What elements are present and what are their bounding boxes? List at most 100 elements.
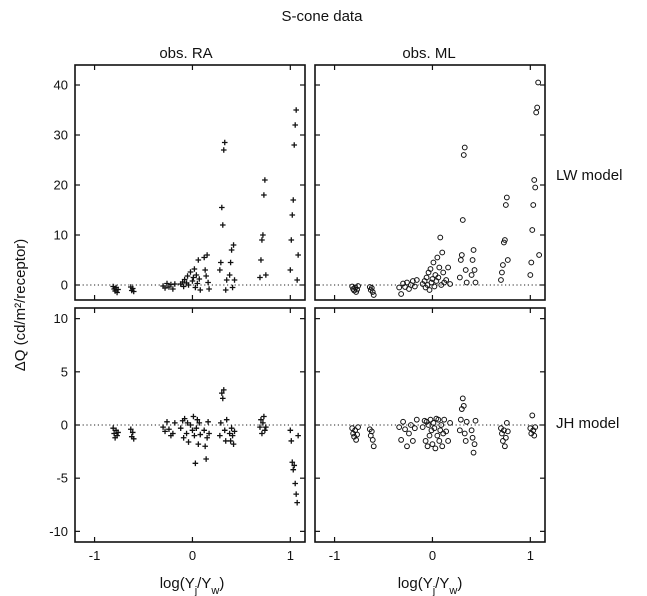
data-point	[287, 427, 294, 434]
data-point	[226, 272, 233, 278]
data-point	[434, 432, 441, 439]
data-point	[354, 286, 360, 293]
data-point	[503, 419, 510, 426]
data-point	[231, 428, 238, 435]
data-point	[411, 283, 418, 290]
data-point	[355, 424, 361, 431]
data-point	[290, 197, 297, 203]
data-point	[504, 257, 511, 263]
data-point	[257, 274, 263, 281]
data-point	[499, 269, 505, 276]
data-point	[501, 443, 508, 450]
x-tick-label: 1	[287, 548, 294, 563]
data-point	[228, 425, 235, 431]
data-point	[197, 287, 204, 293]
data-point	[218, 420, 224, 426]
data-point	[424, 282, 431, 288]
data-point	[501, 237, 508, 243]
data-point	[398, 436, 405, 443]
data-point	[201, 254, 207, 261]
data-point	[231, 277, 238, 283]
data-point	[130, 436, 137, 442]
data-point	[204, 252, 210, 258]
data-point	[530, 202, 537, 208]
data-point	[164, 280, 170, 287]
data-point	[368, 428, 375, 435]
data-point	[468, 272, 475, 278]
data-point	[221, 139, 228, 146]
data-point	[293, 107, 299, 113]
data-point	[191, 432, 198, 439]
data-point	[396, 284, 403, 291]
data-point	[436, 438, 443, 444]
data-point	[426, 287, 433, 293]
data-point	[258, 416, 264, 423]
data-point	[423, 274, 430, 281]
y-tick-label: 0	[61, 278, 68, 293]
data-point	[193, 272, 200, 278]
y-tick-label: 30	[54, 128, 68, 143]
data-point	[353, 436, 360, 443]
data-point	[447, 281, 453, 287]
data-point	[220, 387, 227, 393]
data-point	[129, 285, 136, 292]
data-point	[502, 202, 509, 208]
data-point	[192, 284, 199, 291]
data-point	[187, 269, 194, 275]
data-point	[166, 426, 172, 433]
data-point	[295, 432, 301, 439]
data-point	[206, 286, 212, 292]
data-point	[185, 282, 192, 288]
data-point	[195, 257, 202, 263]
data-point	[434, 254, 441, 261]
data-point	[183, 430, 190, 437]
data-point	[500, 438, 506, 444]
data-point	[406, 430, 412, 437]
data-point	[130, 288, 137, 295]
data-point	[184, 273, 191, 279]
data-point	[413, 416, 420, 423]
data-point	[470, 449, 477, 456]
data-point	[404, 443, 410, 450]
data-point	[262, 427, 268, 434]
data-point	[190, 274, 197, 281]
data-point	[227, 438, 234, 444]
data-point	[288, 438, 295, 444]
data-point	[228, 247, 235, 253]
data-point	[443, 277, 450, 283]
data-point	[469, 434, 476, 441]
data-point	[457, 416, 464, 423]
panel-1: 0 10 20 30 40	[54, 64, 306, 301]
data-point	[396, 424, 403, 431]
x-tick-label: -1	[89, 548, 101, 563]
data-point	[438, 422, 445, 428]
data-point	[259, 237, 265, 243]
data-point	[469, 257, 476, 263]
data-point	[435, 274, 442, 281]
data-point	[435, 416, 442, 423]
data-point	[441, 416, 448, 423]
data-point	[440, 269, 447, 276]
data-point	[428, 279, 435, 286]
data-point	[114, 289, 120, 296]
data-point	[527, 272, 534, 278]
data-point	[222, 287, 229, 293]
data-point	[172, 420, 178, 426]
data-point	[439, 249, 446, 256]
data-point	[190, 413, 197, 420]
data-point	[292, 122, 299, 128]
data-point	[503, 194, 510, 201]
data-point	[355, 283, 361, 289]
data-point	[197, 431, 204, 438]
data-point	[205, 419, 211, 425]
data-point	[504, 428, 511, 435]
panel-4: -1 0 1	[314, 307, 546, 563]
row-label-jh: JH model	[556, 415, 619, 432]
data-point	[172, 281, 178, 287]
data-point	[457, 257, 464, 263]
data-point	[439, 443, 446, 450]
data-point	[291, 142, 298, 148]
data-point	[430, 419, 437, 426]
data-point	[202, 443, 208, 450]
data-point	[462, 267, 469, 273]
